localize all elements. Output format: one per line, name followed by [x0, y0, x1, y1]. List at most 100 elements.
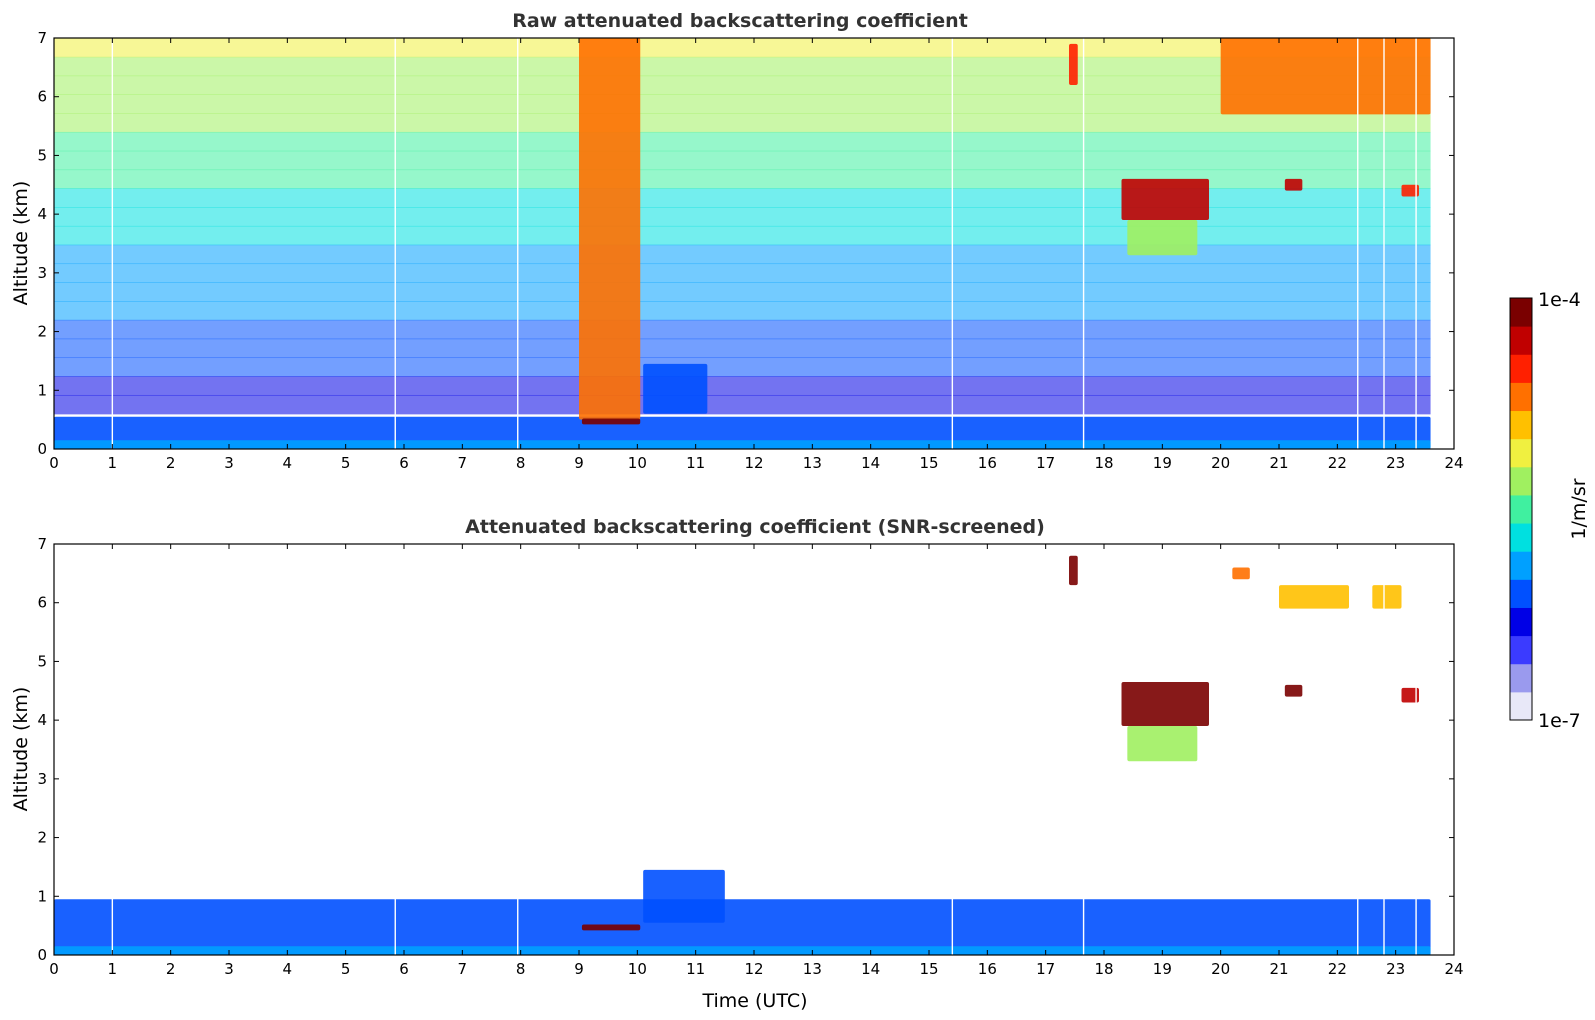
x-tick-label: 23: [1386, 454, 1405, 472]
y-tick-label: 1: [37, 887, 47, 905]
feature-3: [579, 38, 641, 420]
x-tick-label: 9: [574, 960, 584, 978]
x-tick-label: 21: [1269, 960, 1288, 978]
x-tick-label: 18: [1094, 960, 1113, 978]
feature-10: [1220, 38, 1431, 115]
feature-0: [54, 899, 1431, 955]
colorbar-step: [1510, 635, 1532, 665]
noise-band: [54, 376, 1431, 396]
noise-band: [54, 263, 1431, 283]
x-tick-label: 22: [1328, 960, 1347, 978]
feature-11: [1069, 43, 1078, 85]
noise-band: [54, 94, 1431, 114]
x-tick-label: 24: [1444, 960, 1463, 978]
y-tick-label: 1: [37, 381, 47, 399]
x-tick-label: 0: [49, 454, 59, 472]
colorbar-step: [1510, 494, 1532, 524]
colorbar-step: [1510, 551, 1532, 580]
x-tick-label: 2: [166, 454, 176, 472]
feature-4: [1121, 681, 1209, 727]
x-tick-label: 15: [919, 960, 938, 978]
x-tick-label: 13: [803, 960, 822, 978]
feature-5: [1127, 726, 1198, 762]
x-tick-label: 20: [1211, 960, 1230, 978]
y-tick-label: 4: [37, 711, 47, 729]
x-tick-label: 12: [744, 960, 763, 978]
x-tick-label: 14: [861, 960, 880, 978]
feature-6: [1121, 178, 1209, 221]
y-tick-label: 2: [37, 829, 47, 847]
x-tick-label: 24: [1444, 454, 1463, 472]
y-axis-label-raw: Altitude (km): [10, 181, 32, 306]
panel-raw: Raw attenuated backscattering coefficien…: [10, 10, 1464, 472]
x-tick-label: 22: [1328, 454, 1347, 472]
y-tick-label: 0: [37, 946, 47, 964]
feature-2: [581, 924, 641, 931]
noise-band: [54, 225, 1431, 246]
feature-2: [54, 440, 1431, 449]
y-tick-label: 3: [37, 770, 47, 788]
noise-band: [54, 244, 1431, 265]
colorbar-step: [1510, 607, 1532, 637]
x-tick-label: 11: [686, 454, 705, 472]
y-tick-label: 6: [37, 594, 47, 612]
x-tick-label: 17: [1036, 454, 1055, 472]
noise-band: [54, 56, 1431, 77]
noise-band: [54, 319, 1431, 340]
feature-9: [1372, 585, 1402, 609]
y-tick-label: 7: [37, 29, 47, 47]
x-tick-label: 7: [458, 960, 468, 978]
feature-3: [643, 869, 725, 923]
colorbar-max-label: 1e-4: [1538, 289, 1581, 311]
noise-band: [54, 357, 1431, 377]
x-tick-label: 8: [516, 454, 526, 472]
noise-band: [54, 338, 1431, 359]
feature-8: [1279, 585, 1349, 609]
x-tick-label: 5: [341, 960, 351, 978]
colorbar-step: [1510, 579, 1532, 608]
noise-band: [54, 394, 1431, 415]
colorbar-step: [1510, 382, 1532, 412]
x-tick-label: 16: [978, 960, 997, 978]
feature-6: [1284, 684, 1303, 697]
y-tick-label: 5: [37, 146, 47, 164]
axes-frame-screened: [53, 543, 1455, 956]
x-tick-label: 18: [1094, 454, 1113, 472]
x-tick-label: 17: [1036, 960, 1055, 978]
no-data-region: [1430, 544, 1454, 955]
feature-8: [1284, 178, 1303, 191]
y-tick-label: 2: [37, 323, 47, 341]
y-tick-label: 0: [37, 440, 47, 458]
y-tick-label: 7: [37, 535, 47, 553]
noise-band: [54, 169, 1431, 189]
x-tick-label: 14: [861, 454, 880, 472]
y-tick-label: 5: [37, 652, 47, 670]
x-tick-label: 4: [283, 454, 293, 472]
y-tick-label: 4: [37, 205, 47, 223]
x-tick-label: 19: [1153, 454, 1172, 472]
colorbar-step: [1510, 663, 1532, 693]
feature-10: [1232, 567, 1250, 580]
noise-band: [54, 207, 1431, 227]
heatmap-raw: [54, 38, 1454, 449]
x-tick-label: 20: [1211, 454, 1230, 472]
x-tick-label: 9: [574, 454, 584, 472]
x-axis-label: Time (UTC): [701, 990, 807, 1012]
x-tick-label: 10: [628, 454, 647, 472]
colorbar-step: [1510, 410, 1532, 440]
colorbar-unit-label: 1/m/sr: [1568, 478, 1590, 539]
feature-9: [1401, 184, 1419, 197]
x-tick-label: 3: [224, 960, 234, 978]
x-tick-label: 21: [1269, 454, 1288, 472]
x-tick-label: 16: [978, 454, 997, 472]
x-tick-label: 1: [108, 960, 118, 978]
x-tick-label: 0: [49, 960, 59, 978]
x-tick-label: 8: [516, 960, 526, 978]
x-tick-label: 2: [166, 960, 176, 978]
y-ticks-raw: 0 1 2 3 4 5 6 7: [37, 29, 1454, 458]
chart-title-raw: Raw attenuated backscattering coefficien…: [512, 10, 968, 32]
colorbar-step: [1510, 466, 1532, 496]
colorbar-scale: [1510, 298, 1532, 721]
noise-band: [54, 301, 1431, 321]
